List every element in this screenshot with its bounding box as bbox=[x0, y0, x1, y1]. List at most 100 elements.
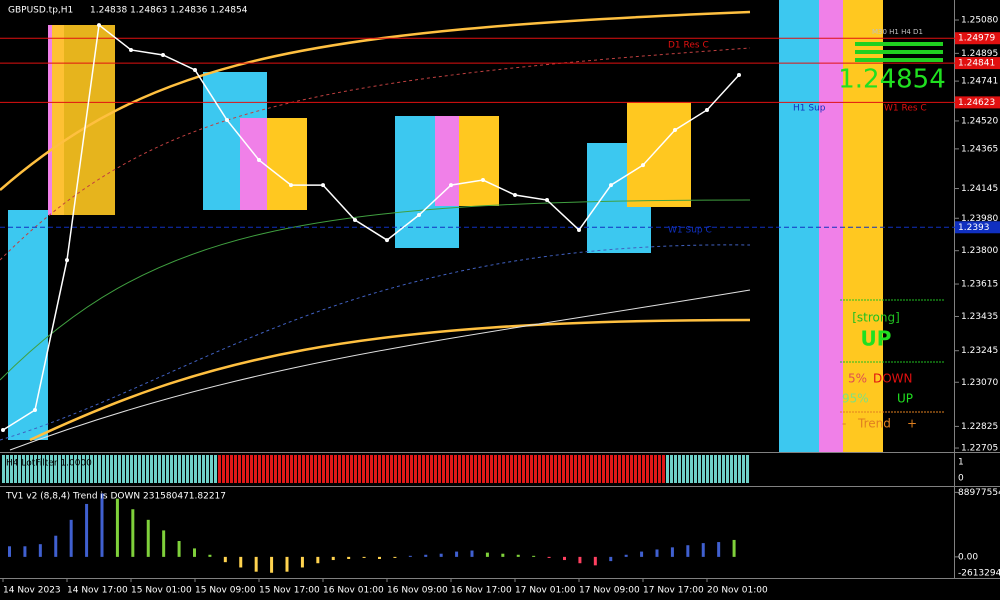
filter-title: H4 LotFilter 1.0000 bbox=[6, 459, 92, 469]
x-tick-label: 16 Nov 01:00 bbox=[323, 586, 384, 596]
filter-bar bbox=[242, 455, 245, 483]
filter-bar bbox=[278, 455, 281, 483]
histogram-bar bbox=[485, 552, 489, 557]
filter-bar bbox=[618, 455, 621, 483]
filter-bar bbox=[570, 455, 573, 483]
filter-bar bbox=[62, 455, 65, 483]
filter-bar bbox=[370, 455, 373, 483]
price-point bbox=[353, 218, 357, 223]
filter-bar bbox=[426, 455, 429, 483]
y-tick-label: 1.23245 bbox=[961, 346, 998, 356]
filter-bar bbox=[254, 455, 257, 483]
histogram-bar bbox=[563, 556, 566, 561]
histogram-bar bbox=[85, 503, 89, 557]
filter-bar bbox=[438, 455, 441, 483]
indicator-axis: -26132945 bbox=[958, 569, 1000, 579]
filter-bar bbox=[46, 455, 49, 483]
filter-bar bbox=[138, 455, 141, 483]
filter-bar bbox=[326, 455, 329, 483]
zone bbox=[8, 210, 48, 440]
histogram-bar bbox=[501, 553, 505, 557]
filter-bar bbox=[746, 455, 749, 483]
filter-bar bbox=[114, 455, 117, 483]
filter-bar bbox=[58, 455, 61, 483]
filter-bar bbox=[522, 455, 525, 483]
histogram-bar bbox=[609, 556, 613, 562]
filter-bar bbox=[330, 455, 333, 483]
filter-bar bbox=[50, 455, 53, 483]
filter-bar bbox=[186, 455, 189, 483]
filter-bar bbox=[170, 455, 173, 483]
filter-bar bbox=[534, 455, 537, 483]
filter-bar bbox=[34, 455, 37, 483]
x-tick-label: 17 Nov 01:00 bbox=[515, 586, 576, 596]
filter-bar bbox=[302, 455, 305, 483]
filter-bar bbox=[10, 455, 13, 483]
price-point bbox=[481, 178, 485, 183]
filter-bar bbox=[350, 455, 353, 483]
filter-bar bbox=[658, 455, 661, 483]
filter-bar bbox=[14, 455, 17, 483]
y-tick-label: 889775549 bbox=[958, 488, 1000, 498]
y-tick-label: 1.23615 bbox=[961, 280, 998, 290]
filter-bar bbox=[650, 455, 653, 483]
filter-bar bbox=[78, 455, 81, 483]
histogram-bar bbox=[254, 556, 258, 572]
level-tag-label: 1.2393 bbox=[958, 223, 990, 233]
envelope bbox=[0, 47, 751, 261]
histogram-bar bbox=[455, 551, 459, 557]
filter-bar bbox=[518, 455, 521, 483]
filter-bar bbox=[190, 455, 193, 483]
filter-bar bbox=[358, 455, 361, 483]
filter-bar bbox=[638, 455, 641, 483]
y-tick-label: 1.22705 bbox=[961, 444, 998, 454]
zone bbox=[435, 116, 459, 206]
zone bbox=[779, 0, 819, 452]
filter-bar bbox=[714, 455, 717, 483]
filter-bar bbox=[670, 455, 673, 483]
filter-bar bbox=[582, 455, 585, 483]
level-tag-label: 1.24623 bbox=[958, 98, 995, 108]
histogram-bar bbox=[439, 553, 443, 557]
histogram-bar bbox=[732, 539, 736, 557]
filter-bar bbox=[494, 455, 497, 483]
direction: UP bbox=[861, 327, 892, 351]
y-tick-label: 1.23435 bbox=[961, 312, 998, 322]
filter-bar bbox=[38, 455, 41, 483]
filter-bar bbox=[390, 455, 393, 483]
filter-bar bbox=[162, 455, 165, 483]
price-line bbox=[2, 23, 740, 431]
chart-title: GBPUSD.tp,H1 bbox=[8, 6, 73, 16]
filter-bar bbox=[718, 455, 721, 483]
filter-bar bbox=[182, 455, 185, 483]
filter-bar bbox=[354, 455, 357, 483]
histogram-bar bbox=[701, 543, 705, 557]
filter-bar bbox=[726, 455, 729, 483]
current-price: 1.24854 bbox=[838, 65, 946, 95]
histogram-bar bbox=[578, 556, 582, 564]
filter-bar bbox=[286, 455, 289, 483]
filter-bar bbox=[530, 455, 533, 483]
histogram-bar bbox=[316, 556, 320, 564]
filter-bar bbox=[194, 455, 197, 483]
histogram-bar bbox=[393, 556, 397, 558]
filter-bar bbox=[710, 455, 713, 483]
y-tick-label: 1.24741 bbox=[961, 77, 998, 87]
filter-bar bbox=[366, 455, 369, 483]
filter-bar bbox=[678, 455, 681, 483]
histogram-bar bbox=[285, 556, 289, 572]
histogram-bar bbox=[54, 535, 58, 557]
filter-bar bbox=[474, 455, 477, 483]
filter-bar bbox=[586, 455, 589, 483]
price-point bbox=[97, 23, 101, 28]
strength: [strong] bbox=[852, 311, 900, 325]
level-label: D1 Res C bbox=[668, 41, 709, 51]
down-pct: 5% bbox=[848, 372, 867, 386]
filter-bar bbox=[94, 455, 97, 483]
filter-bar bbox=[538, 455, 541, 483]
filter-bar bbox=[690, 455, 693, 483]
y-tick-label: 1.23800 bbox=[961, 246, 998, 256]
filter-bar bbox=[126, 455, 129, 483]
filter-bar bbox=[6, 455, 9, 483]
indicator-title: TV1 v2 (8,8,4) Trend is DOWN 231580471.8… bbox=[5, 492, 226, 502]
